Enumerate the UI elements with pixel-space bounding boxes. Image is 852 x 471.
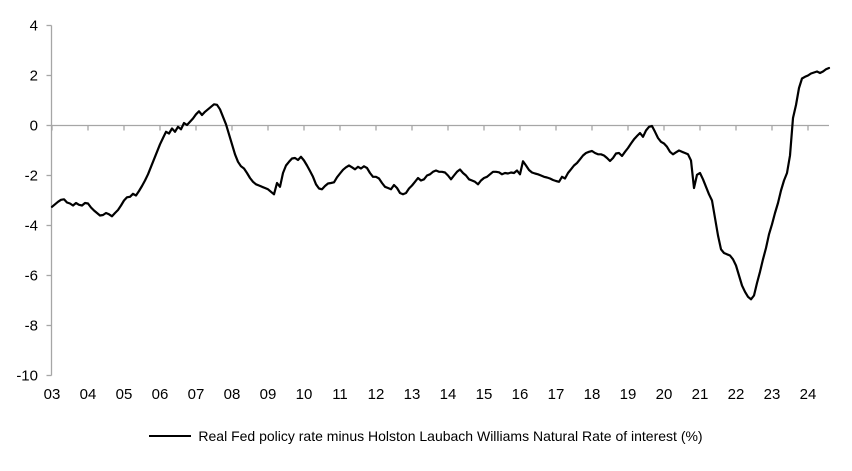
y-tick-label: -4	[25, 218, 38, 235]
x-tick-label: 19	[620, 386, 637, 403]
x-tick-label: 08	[224, 386, 241, 403]
axes	[46, 24, 829, 377]
x-tick-label: 14	[440, 386, 457, 403]
x-tick-label: 11	[332, 386, 348, 403]
y-tick-label: -2	[25, 168, 38, 185]
legend: Real Fed policy rate minus Holston Lauba…	[0, 428, 852, 444]
x-tick-label: 03	[44, 386, 61, 403]
legend-line-sample	[149, 435, 192, 437]
y-tick-label: 4	[30, 18, 38, 35]
x-tick-label: 16	[512, 386, 529, 403]
x-tick-label: 20	[656, 386, 673, 403]
x-tick-label: 12	[368, 386, 385, 403]
x-tick-label: 04	[80, 386, 97, 403]
series-line	[50, 66, 831, 301]
x-tick-label: 15	[476, 386, 493, 403]
x-tick-label: 07	[188, 386, 205, 403]
y-tick-label: -10	[16, 368, 38, 385]
x-tick-label: 06	[152, 386, 169, 403]
y-axis-labels: 4 2 0 -2 -4 -6 -8 -10	[16, 18, 38, 385]
x-tick-label: 13	[404, 386, 421, 403]
y-tick-label: 0	[30, 118, 38, 135]
x-tick-label: 23	[764, 386, 781, 403]
x-tick-label: 17	[548, 386, 565, 403]
x-tick-label: 09	[260, 386, 277, 403]
x-axis-labels: 03 04 05 06 07 08 09 10 11 12 13 14 15 16 17 18 19 20 21 22…	[44, 386, 817, 403]
x-tick-label: 24	[800, 386, 817, 403]
x-tick-label: 22	[728, 386, 745, 403]
y-tick-label: 2	[30, 68, 38, 85]
x-tick-label: 10	[296, 386, 313, 403]
y-tick-label: -6	[25, 268, 38, 285]
y-tick-label: -8	[25, 318, 38, 335]
legend-label: Real Fed policy rate minus Holston Lauba…	[198, 428, 703, 444]
x-tick-label: 21	[692, 386, 709, 403]
x-tick-label: 18	[584, 386, 601, 403]
x-tick-label: 05	[116, 386, 133, 403]
